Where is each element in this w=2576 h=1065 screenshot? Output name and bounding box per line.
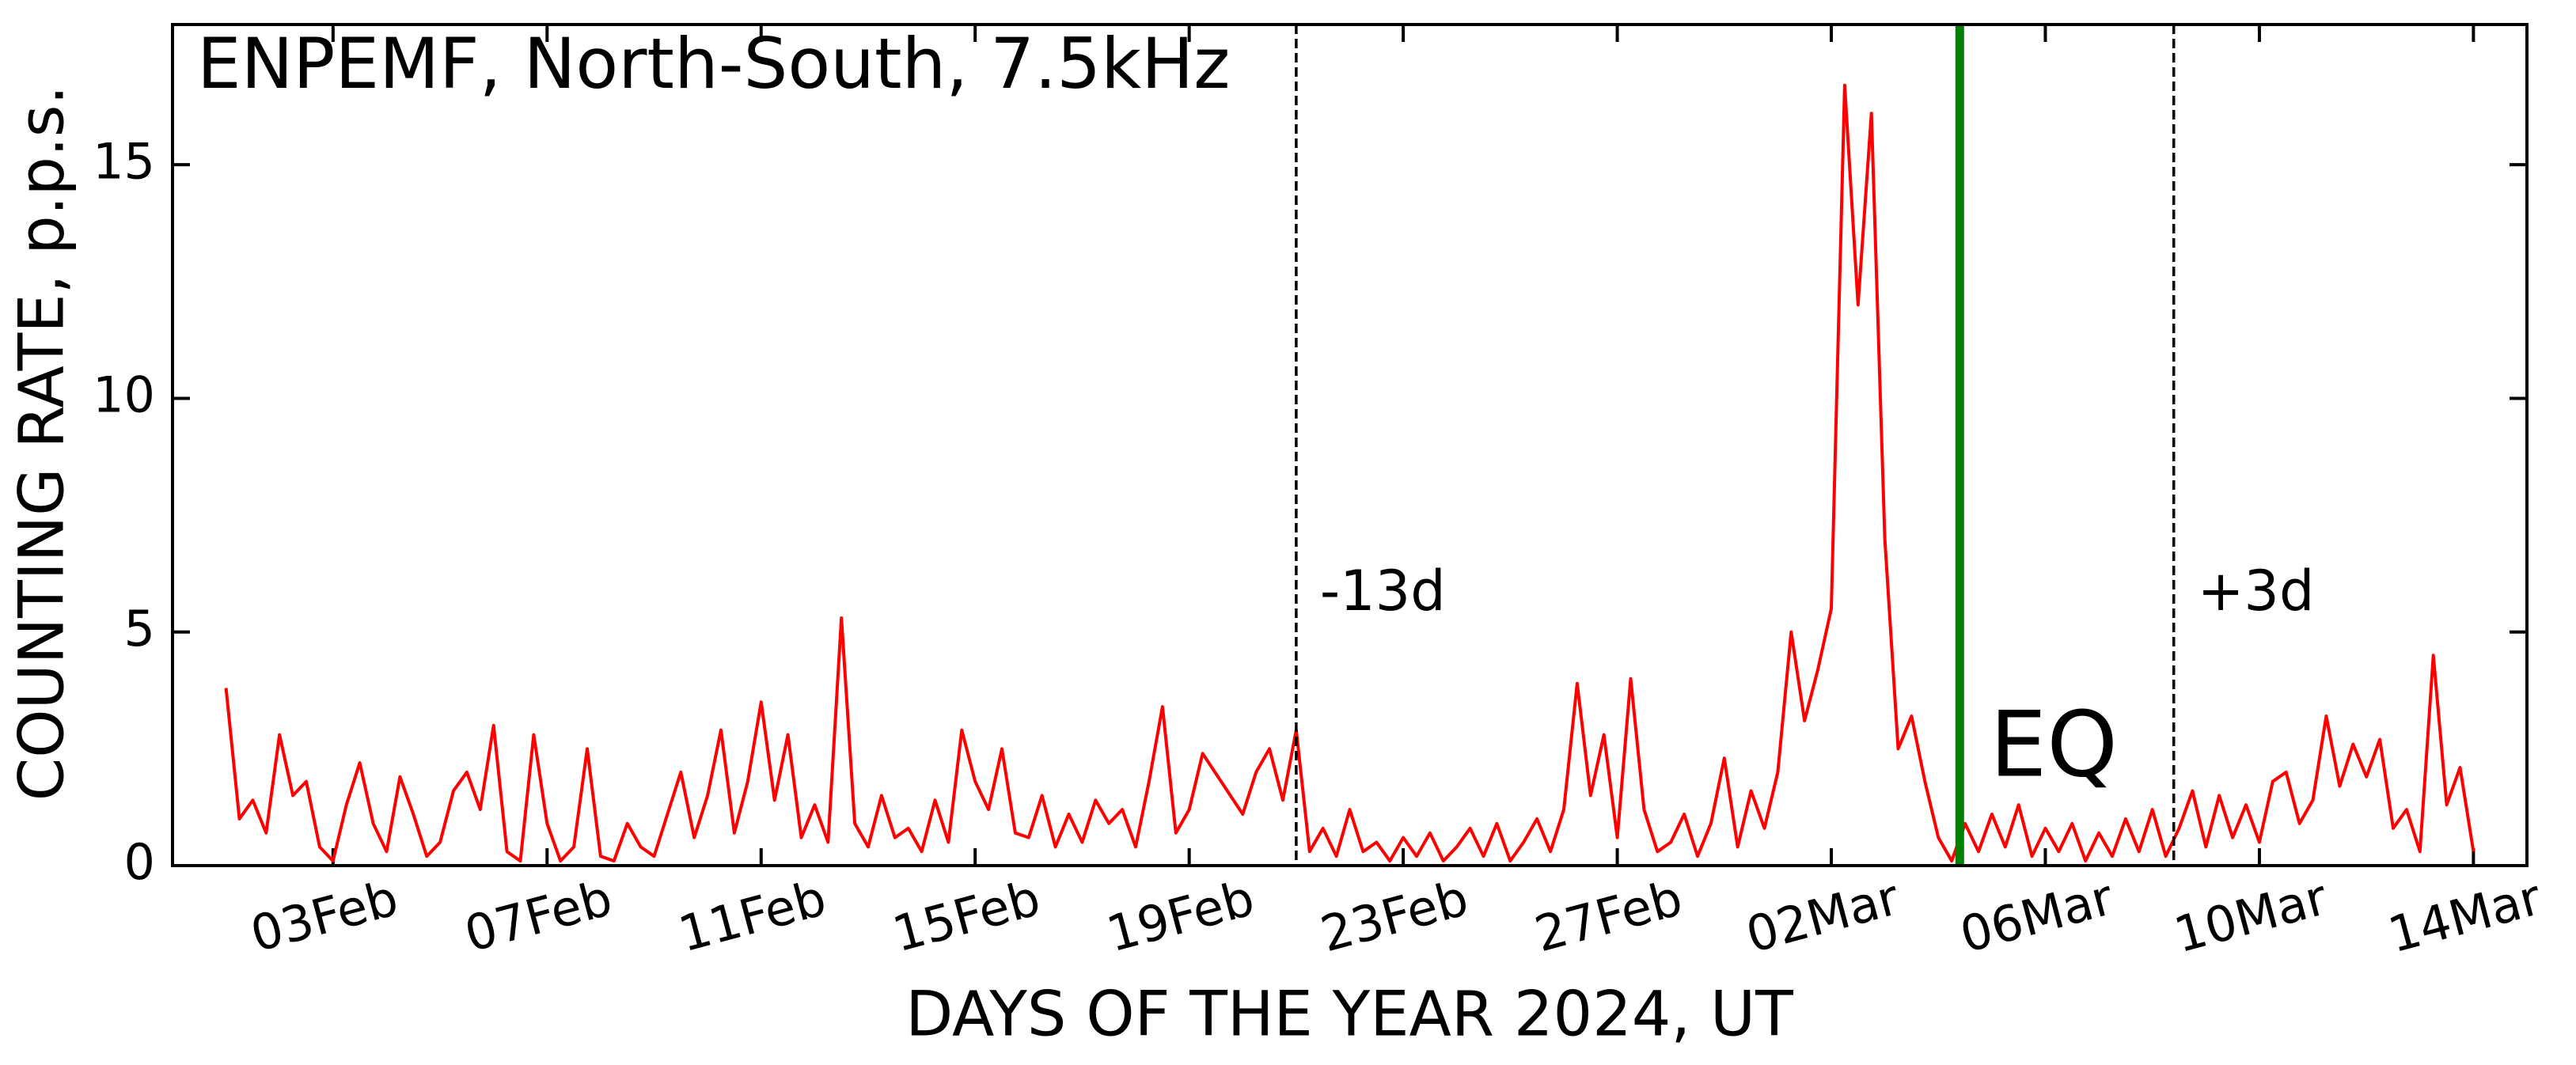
- y-axis-label: COUNTING RATE, p.p.s.: [6, 85, 78, 801]
- data-line: [224, 83, 2475, 863]
- x-tick-label: 15Feb: [886, 869, 1045, 963]
- x-tick-label: 03Feb: [245, 869, 404, 963]
- marker-label: EQ: [1990, 692, 2118, 797]
- y-tick-label: 10: [93, 366, 155, 424]
- y-tick-label: 15: [93, 132, 155, 190]
- chart-title: ENPEMF, North-South, 7.5kHz: [197, 23, 1230, 104]
- x-tick-label: 06Mar: [1954, 868, 2119, 964]
- x-tick-label: 27Feb: [1529, 869, 1688, 963]
- x-tick-label: 19Feb: [1101, 869, 1260, 963]
- marker-label: +3d: [2198, 559, 2315, 623]
- y-tick-label: 5: [124, 600, 155, 658]
- x-tick-label: 11Feb: [673, 869, 832, 963]
- x-axis-label: DAYS OF THE YEAR 2024, UT: [905, 979, 1793, 1050]
- x-tick-label: 14Mar: [2382, 868, 2548, 964]
- plot-frame: [171, 23, 2529, 867]
- x-tick-label: 23Feb: [1315, 869, 1474, 963]
- x-tick-label: 10Mar: [2168, 868, 2334, 964]
- marker-label: -13d: [1320, 559, 1446, 623]
- y-tick-label: 0: [124, 833, 155, 891]
- x-tick-label: 07Feb: [459, 869, 618, 963]
- x-tick-label: 02Mar: [1740, 868, 1906, 964]
